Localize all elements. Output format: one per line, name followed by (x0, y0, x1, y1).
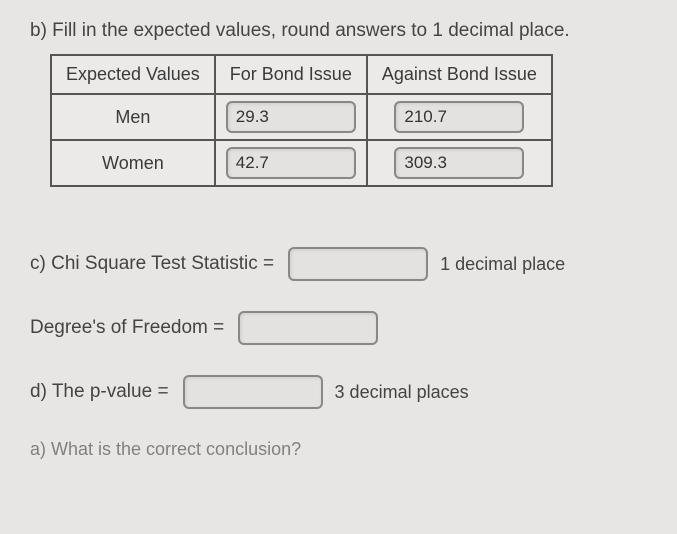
p-value-hint: 3 decimal places (335, 382, 469, 403)
degrees-freedom-label: Degree's of Freedom = (30, 317, 224, 339)
women-against-input[interactable] (394, 147, 524, 179)
chi-square-row: c) Chi Square Test Statistic = 1 decimal… (30, 247, 647, 281)
degrees-freedom-input[interactable] (238, 311, 378, 345)
p-value-row: d) The p-value = 3 decimal places (30, 375, 647, 409)
cutoff-text: a) What is the correct conclusion? (30, 439, 647, 460)
row-label-women: Women (51, 140, 215, 186)
men-against-input[interactable] (394, 101, 524, 133)
col-header-for: For Bond Issue (215, 55, 367, 94)
chi-square-input[interactable] (288, 247, 428, 281)
col-header-expected: Expected Values (51, 55, 215, 94)
chi-square-label: c) Chi Square Test Statistic = (30, 253, 274, 275)
part-b-header: b) Fill in the expected values, round an… (30, 20, 647, 42)
p-value-input[interactable] (183, 375, 323, 409)
men-for-input[interactable] (226, 101, 356, 133)
table-header-row: Expected Values For Bond Issue Against B… (51, 55, 552, 94)
col-header-against: Against Bond Issue (367, 55, 552, 94)
expected-values-table: Expected Values For Bond Issue Against B… (50, 54, 553, 187)
table-row: Men (51, 94, 552, 140)
degrees-freedom-row: Degree's of Freedom = (30, 311, 647, 345)
chi-square-hint: 1 decimal place (440, 254, 565, 275)
table-row: Women (51, 140, 552, 186)
p-value-label: d) The p-value = (30, 381, 169, 403)
row-label-men: Men (51, 94, 215, 140)
women-for-input[interactable] (226, 147, 356, 179)
